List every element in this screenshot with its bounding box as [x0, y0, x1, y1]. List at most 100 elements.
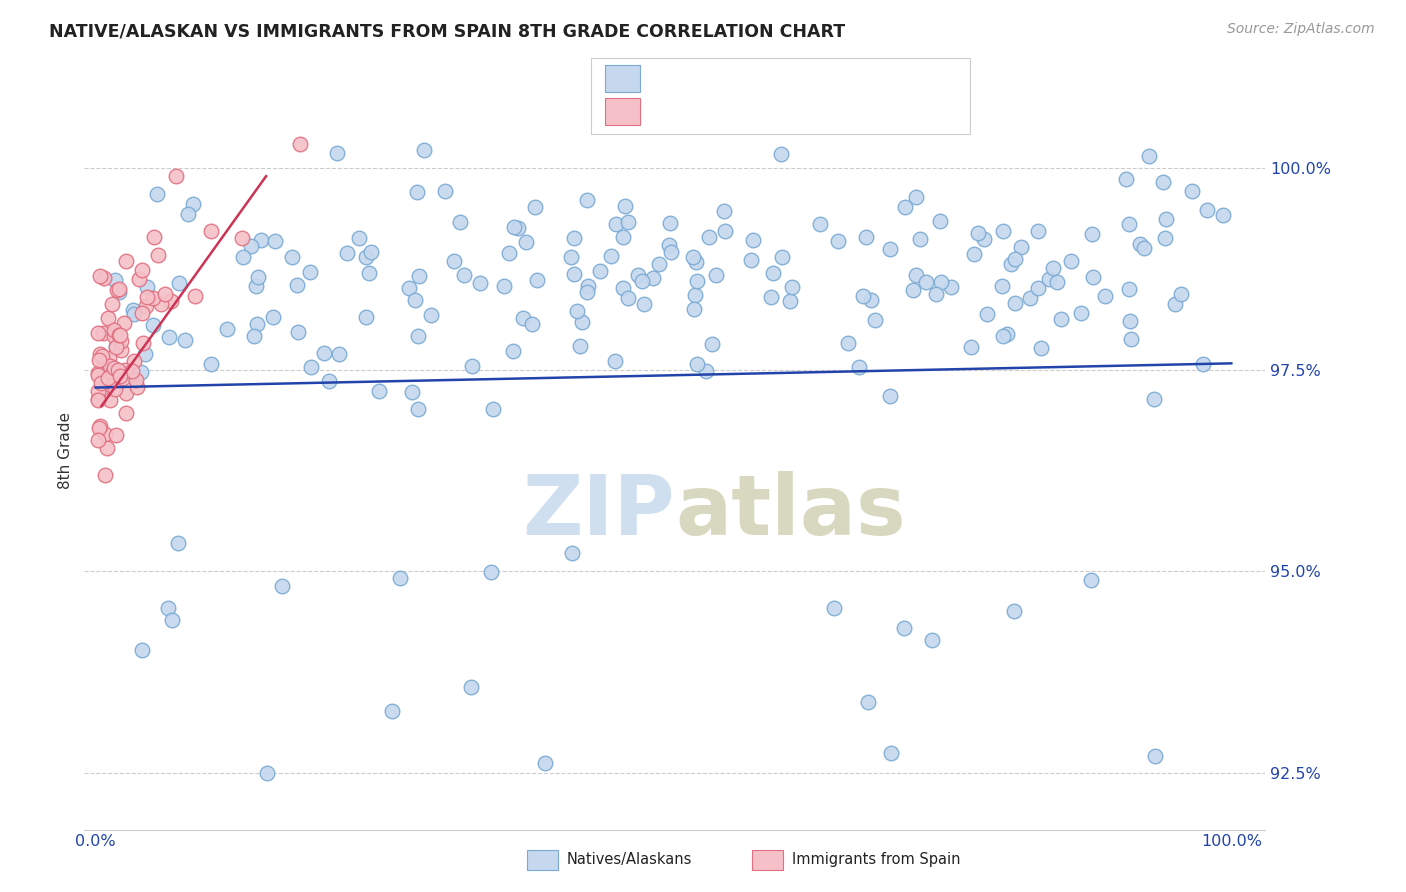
Point — [243, 329, 266, 343]
Point — [112, 371, 135, 385]
Point — [856, 695, 879, 709]
Point — [973, 232, 995, 246]
Point — [87, 366, 110, 380]
Point — [1115, 171, 1137, 186]
Point — [612, 281, 634, 295]
Point — [401, 385, 423, 400]
Point — [412, 143, 434, 157]
Point — [100, 297, 122, 311]
Point — [245, 279, 267, 293]
Point — [770, 146, 793, 161]
Point — [704, 268, 727, 283]
Point — [87, 352, 110, 367]
Point — [1164, 297, 1187, 311]
Point — [1195, 203, 1218, 218]
Point — [87, 326, 110, 340]
Point — [134, 347, 156, 361]
Point — [136, 290, 159, 304]
Point — [312, 346, 335, 360]
Point — [128, 271, 150, 285]
Point — [1042, 260, 1064, 275]
Point — [616, 215, 638, 229]
Point — [381, 705, 404, 719]
Point — [388, 571, 411, 585]
Point — [1144, 749, 1167, 764]
Point — [880, 746, 903, 760]
Point — [683, 302, 706, 317]
Point — [903, 283, 925, 297]
Point — [837, 336, 859, 351]
Point — [929, 275, 952, 289]
Point — [925, 286, 948, 301]
Point — [167, 535, 190, 549]
Point — [87, 384, 110, 399]
Point — [560, 251, 582, 265]
Point — [167, 276, 190, 290]
Point — [143, 230, 166, 244]
Point — [87, 421, 110, 435]
Point — [713, 204, 735, 219]
Point — [1002, 604, 1025, 618]
Text: NATIVE/ALASKAN VS IMMIGRANTS FROM SPAIN 8TH GRADE CORRELATION CHART: NATIVE/ALASKAN VS IMMIGRANTS FROM SPAIN … — [49, 22, 845, 40]
Point — [1153, 231, 1175, 245]
Point — [1212, 208, 1234, 222]
Point — [453, 268, 475, 282]
Point — [1019, 291, 1042, 305]
Point — [995, 327, 1018, 342]
Point — [131, 306, 153, 320]
Point — [181, 197, 204, 211]
Point — [157, 601, 180, 615]
Point — [108, 328, 131, 343]
Point — [967, 226, 990, 240]
Point — [1026, 280, 1049, 294]
Point — [526, 273, 548, 287]
Point — [1028, 224, 1050, 238]
Point — [904, 268, 927, 283]
Point — [686, 357, 709, 371]
Point — [93, 271, 115, 285]
Point — [271, 579, 294, 593]
Point — [502, 219, 524, 234]
Point — [1143, 392, 1166, 406]
Point — [482, 401, 505, 416]
Point — [613, 199, 636, 213]
Point — [1000, 257, 1022, 271]
Point — [616, 291, 638, 305]
Point — [1192, 357, 1215, 371]
Point — [695, 364, 717, 378]
Point — [1046, 275, 1069, 289]
Point — [991, 224, 1014, 238]
Point — [107, 363, 129, 377]
Point — [852, 288, 875, 302]
Point — [534, 756, 557, 770]
Point — [98, 392, 121, 407]
Point — [648, 257, 671, 271]
Text: ZIP: ZIP — [523, 471, 675, 551]
Point — [562, 230, 585, 244]
Point — [685, 274, 707, 288]
Text: Immigrants from Spain: Immigrants from Spain — [792, 853, 960, 867]
Point — [682, 251, 704, 265]
Point — [131, 262, 153, 277]
Point — [406, 329, 429, 343]
Point — [502, 344, 524, 359]
Point — [404, 293, 426, 307]
Point — [522, 317, 544, 331]
Point — [1118, 314, 1140, 328]
Point — [112, 316, 135, 330]
Y-axis label: 8th Grade: 8th Grade — [58, 412, 73, 489]
Point — [659, 244, 682, 259]
Point — [879, 242, 901, 256]
Point — [643, 271, 665, 285]
Point — [914, 275, 936, 289]
Point — [108, 285, 131, 299]
Point — [627, 268, 650, 282]
Point — [1038, 272, 1060, 286]
Point — [115, 253, 138, 268]
Point — [125, 373, 148, 387]
Point — [318, 375, 340, 389]
Text: N = 70: N = 70 — [808, 103, 870, 120]
Point — [479, 565, 502, 579]
Point — [240, 239, 263, 253]
Point — [1050, 312, 1073, 326]
